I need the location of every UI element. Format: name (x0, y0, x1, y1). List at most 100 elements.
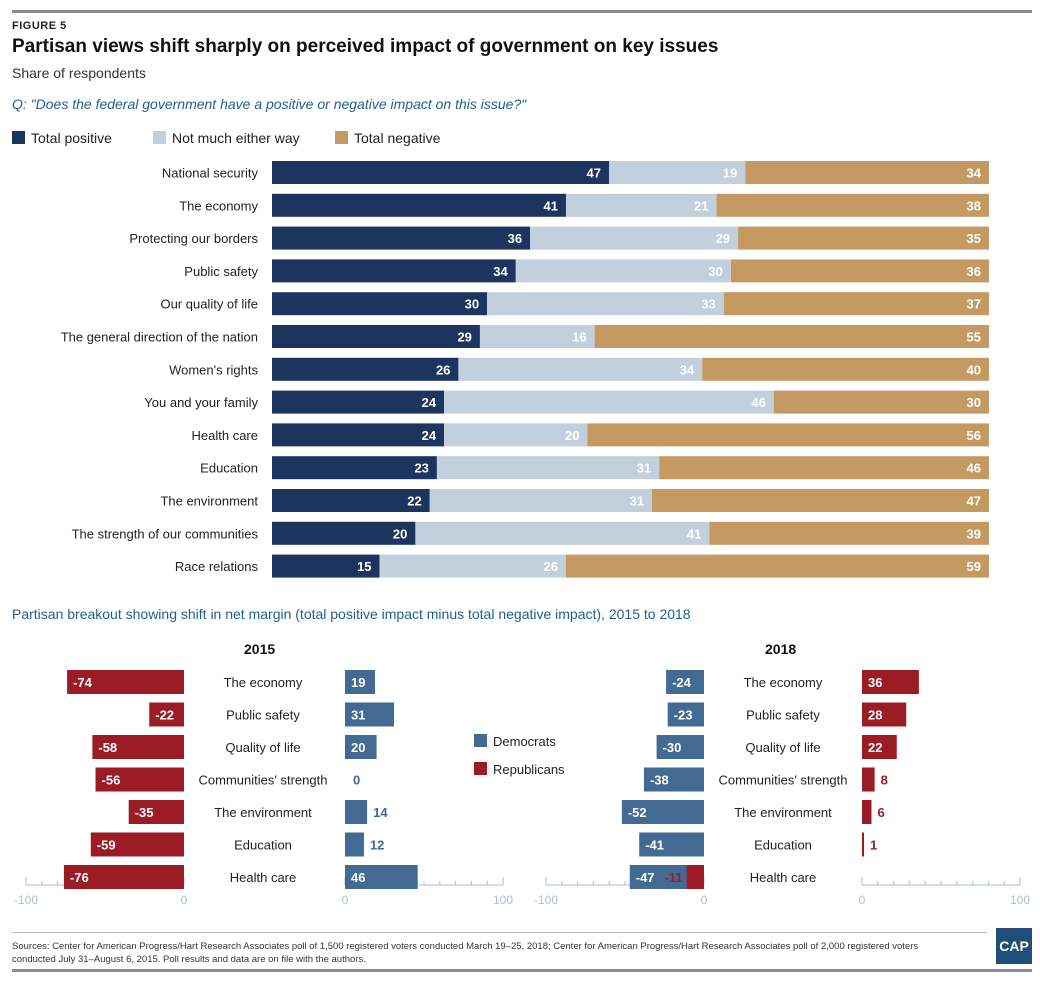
legend-item-neutral: Not much either way (153, 130, 300, 146)
category-label: The economy (224, 675, 303, 690)
bar-segment-negative (659, 456, 989, 480)
bar-segment-negative (652, 489, 989, 512)
legend-item-negative: Total negative (335, 130, 440, 146)
bar-segment-neutral (379, 554, 566, 578)
footer-rule (12, 932, 987, 933)
tick-label: -100 (534, 893, 558, 907)
bar-republicans (862, 832, 864, 857)
data-label: 36 (868, 675, 882, 690)
bar-segment-neutral (436, 456, 660, 480)
category-label: The environment (734, 805, 832, 820)
chart-title: Partisan views shift sharply on perceive… (12, 36, 719, 57)
data-label: 19 (723, 166, 737, 181)
data-label: 31 (637, 461, 651, 476)
data-label: 16 (572, 330, 586, 345)
bar-democrats (345, 832, 364, 857)
category-label: Quality of life (225, 740, 300, 755)
bar-segment-neutral (530, 226, 739, 250)
bar-democrats (639, 832, 704, 857)
bar-segment-positive (272, 193, 566, 217)
data-label: 26 (436, 362, 450, 377)
data-label: 23 (414, 461, 428, 476)
bar-segment-negative (565, 554, 989, 578)
category-label: Public safety (746, 708, 820, 723)
bar-segment-negative (702, 357, 989, 381)
data-label: 8 (881, 773, 888, 788)
data-label: 1 (870, 838, 877, 853)
bar-democrats (345, 670, 376, 694)
category-label: Health care (192, 428, 258, 443)
data-label: 28 (868, 708, 882, 723)
partisan-section-title: Partisan breakout showing shift in net m… (12, 606, 691, 622)
bar-segment-neutral (565, 193, 717, 217)
bar-republicans (90, 832, 184, 857)
bar-segment-positive (272, 489, 430, 512)
data-label: -24 (672, 675, 692, 690)
data-label: 29 (457, 330, 471, 345)
data-label: 19 (351, 675, 365, 690)
data-label: 56 (967, 428, 981, 443)
bar-segment-positive (272, 357, 459, 381)
bar-segment-positive (272, 325, 480, 348)
data-label: 31 (630, 494, 644, 509)
bar-democrats (345, 865, 418, 889)
data-label: 33 (701, 297, 715, 312)
bar-segment-neutral (479, 325, 595, 348)
bar-republicans (95, 767, 184, 792)
category-label: The strength of our communities (72, 526, 259, 541)
tick-label: 0 (701, 893, 708, 907)
data-label: 15 (357, 559, 371, 574)
legend-label-republicans: Republicans (493, 762, 565, 777)
category-label: Communities' strength (719, 773, 848, 788)
bar-segment-positive (272, 554, 380, 578)
bar-segment-positive (272, 161, 609, 184)
data-label: 36 (967, 264, 981, 279)
category-label: Education (234, 838, 292, 853)
category-label: The environment (160, 494, 258, 509)
data-label: -52 (628, 805, 647, 820)
bar-segment-neutral (487, 292, 724, 316)
bar-republicans (862, 702, 907, 727)
bar-republicans (128, 800, 184, 824)
bar-republicans (686, 865, 704, 889)
tick-label: 0 (181, 893, 188, 907)
bar-republicans (862, 800, 872, 824)
year-label-2018: 2018 (765, 641, 797, 657)
data-label: 6 (877, 805, 884, 820)
data-label: -76 (70, 870, 89, 885)
bar-republicans (862, 767, 875, 792)
category-label: Women's rights (169, 362, 258, 377)
legend-swatch-negative (335, 131, 348, 144)
legend-swatch-positive (12, 131, 25, 144)
data-label: -58 (98, 740, 117, 755)
data-label: 29 (716, 231, 730, 246)
bar-democrats (345, 800, 368, 824)
data-label: 47 (587, 166, 601, 181)
category-label: Health care (750, 870, 816, 885)
data-label: 0 (353, 773, 360, 788)
legend-swatch-democrats (474, 734, 487, 747)
category-label: National security (162, 166, 259, 181)
category-label: Education (200, 461, 258, 476)
data-label: -59 (97, 838, 116, 853)
bar-segment-neutral (608, 161, 746, 184)
source-note: Sources: Center for American Progress/Ha… (12, 941, 919, 965)
bar-democrats (345, 735, 377, 759)
bar-segment-neutral (429, 489, 653, 512)
bar-republicans (67, 670, 184, 694)
data-label: 38 (967, 198, 981, 213)
tick-label: 100 (493, 893, 513, 907)
bar-segment-neutral (444, 423, 588, 447)
bar-republicans (63, 865, 184, 889)
data-label: 12 (370, 838, 384, 853)
category-label: Public safety (184, 264, 258, 279)
data-label: 40 (967, 362, 981, 377)
data-label: 34 (967, 166, 982, 181)
category-label: Education (754, 838, 812, 853)
bar-segment-positive (272, 259, 516, 283)
data-label: -11 (665, 870, 683, 885)
cap-logo: CAP (996, 928, 1032, 964)
category-label: Health care (230, 870, 296, 885)
data-label: 21 (694, 198, 708, 213)
bar-segment-positive (272, 423, 445, 447)
